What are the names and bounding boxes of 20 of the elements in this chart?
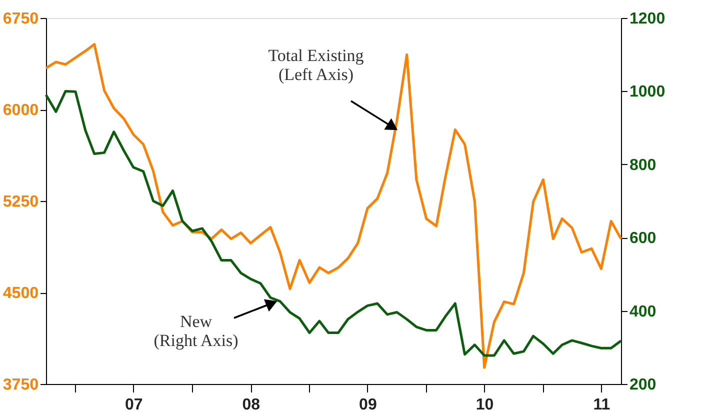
line-series: [44, 42, 622, 369]
y-tick-label: 5250: [2, 194, 39, 210]
y2-tick-label: 1200: [630, 10, 666, 28]
x-tick-label: 08: [242, 396, 260, 414]
y-tick-label: 3750: [2, 376, 39, 394]
text: New (Right Axis): [154, 312, 238, 350]
y2-tick-label: 200: [630, 376, 656, 394]
line-series: [44, 90, 622, 357]
x-tick-label: 10: [476, 396, 494, 414]
x-tick-label: 09: [359, 396, 377, 414]
y2-tick-label: 1000: [630, 84, 666, 101]
y-tick-label: 6000: [2, 102, 39, 119]
y2-tick-label: 800: [630, 156, 656, 174]
y-tick-label: 4500: [2, 285, 39, 302]
y-tick-label: 6750: [2, 10, 39, 28]
x-tick-label: 07: [125, 396, 143, 414]
x-tick-label: 11: [593, 396, 610, 414]
text: Total Existing (Left Axis): [268, 46, 364, 84]
y2-tick-label: 600: [630, 230, 656, 248]
y2-tick-label: 400: [630, 303, 656, 320]
